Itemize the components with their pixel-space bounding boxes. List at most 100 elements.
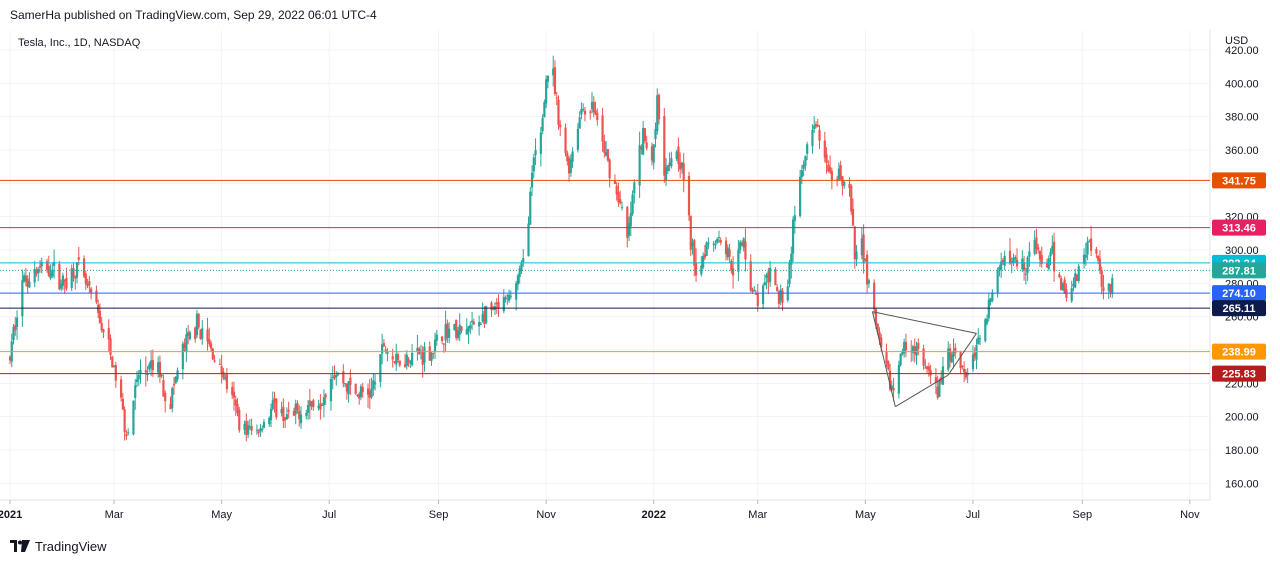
candle-body: [358, 393, 361, 399]
candle-body: [885, 351, 888, 364]
candle-body: [1003, 255, 1006, 266]
candle-body: [1028, 251, 1031, 257]
candle-body: [121, 398, 124, 410]
candle-body: [310, 401, 313, 407]
x-tick-label: 2022: [641, 509, 665, 521]
candle-body: [582, 108, 585, 110]
candle-body: [148, 364, 151, 370]
candle-body: [271, 400, 274, 410]
candle-body: [617, 192, 620, 203]
candle-body: [984, 319, 987, 341]
candle-body: [873, 282, 876, 310]
candle-body: [502, 297, 505, 311]
candle-body: [509, 295, 512, 297]
candle-body: [317, 405, 320, 409]
candle-body: [987, 299, 990, 319]
candle-body: [749, 261, 752, 291]
candle-body: [887, 361, 890, 370]
triangle-lower-edge[interactable]: [895, 374, 949, 408]
candle-body: [132, 400, 135, 435]
candle-body: [740, 242, 744, 246]
candle-body: [373, 382, 377, 385]
candle-body: [703, 254, 706, 258]
candle-body: [88, 281, 91, 286]
candle-body: [280, 408, 283, 414]
candle-body: [605, 152, 608, 156]
candle-body: [837, 168, 841, 180]
candle-body: [705, 242, 708, 256]
candle-body: [613, 180, 617, 185]
candle-body: [160, 374, 163, 376]
candle-body: [411, 352, 414, 366]
candle-body: [465, 329, 468, 335]
candle-body: [75, 262, 79, 278]
candle-body: [45, 261, 49, 270]
triangle-upper-edge[interactable]: [872, 311, 977, 334]
level-price-tag-label: 287.81: [1222, 265, 1256, 277]
x-tick-label: Jul: [322, 509, 336, 521]
candle-body: [120, 379, 123, 398]
candle-body: [532, 157, 535, 172]
candle-body: [754, 293, 758, 295]
candle-body: [384, 349, 387, 351]
x-tick-label: Sep: [1073, 509, 1093, 521]
candle-body: [800, 170, 803, 178]
candle-body: [679, 162, 682, 170]
x-tick-label: Mar: [105, 509, 124, 521]
candle-body: [1021, 258, 1024, 270]
level-price-tag: [1212, 262, 1266, 279]
candle-body: [273, 398, 276, 402]
candle-body: [1082, 254, 1086, 264]
candle-body: [615, 185, 618, 195]
candle-body: [557, 99, 560, 125]
candle-body: [485, 306, 488, 323]
candle-body: [626, 206, 629, 238]
triangle-right-edge[interactable]: [947, 333, 977, 376]
candle-body: [158, 361, 162, 377]
triangle-left-edge[interactable]: [871, 311, 896, 407]
candle-body: [174, 377, 177, 384]
candle-body: [922, 348, 925, 366]
candle-body: [187, 331, 190, 336]
candle-body: [423, 346, 426, 363]
candle-body: [903, 342, 906, 354]
candle-body: [638, 145, 641, 186]
candle-body: [446, 323, 449, 338]
x-tick-label: Sep: [429, 509, 449, 521]
candle-body: [899, 353, 902, 366]
candle-body: [631, 194, 634, 214]
candle-body: [287, 409, 290, 412]
candle-body: [331, 376, 334, 378]
candle-body: [592, 101, 595, 113]
candle-body: [1037, 247, 1040, 250]
candle-body: [978, 338, 982, 340]
candle-body: [947, 348, 950, 370]
candle-body: [123, 409, 126, 433]
candle-body: [1084, 254, 1087, 258]
level-price-tag: [1212, 172, 1266, 189]
candle-body: [403, 364, 407, 367]
candle-body: [479, 323, 482, 325]
candle-body: [12, 326, 15, 341]
candle-body: [744, 241, 747, 260]
candle-body: [1022, 262, 1026, 271]
candle-body: [90, 288, 93, 293]
candle-body: [63, 279, 66, 282]
footer-brand[interactable]: TradingView: [10, 538, 107, 554]
candle-body: [640, 146, 643, 150]
candle-body: [181, 343, 184, 370]
candle-body: [149, 360, 153, 369]
candle-body: [49, 273, 52, 279]
candle-body: [961, 365, 964, 368]
candle-body: [201, 328, 204, 340]
candle-body: [816, 124, 819, 127]
candle-body: [1045, 263, 1049, 268]
candle-body: [416, 347, 419, 352]
candle-body: [259, 428, 262, 432]
candle-body: [724, 240, 728, 255]
candle-body: [197, 313, 200, 328]
candle-body: [853, 226, 856, 260]
candle-body: [354, 383, 357, 394]
candle-body: [802, 164, 805, 169]
